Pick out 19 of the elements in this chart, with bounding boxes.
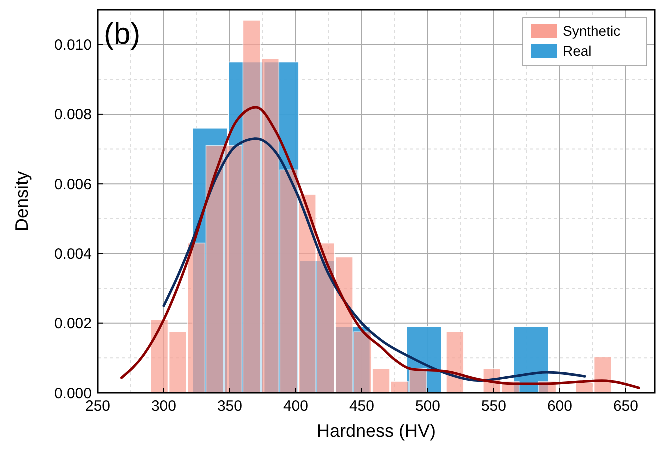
y-tick-label: 0.002 — [54, 316, 92, 333]
y-axis-title: Density — [12, 171, 32, 232]
legend-label: Real — [563, 42, 592, 59]
legend-label: Synthetic — [563, 22, 621, 39]
x-tick-label: 450 — [349, 398, 374, 415]
y-tick-label: 0.006 — [54, 176, 92, 194]
x-tick-label: 500 — [415, 398, 440, 415]
y-tick-label: 0.004 — [54, 246, 92, 263]
y-tick-label: 0.008 — [54, 106, 92, 124]
x-tick-label: 350 — [217, 398, 243, 415]
x-tick-label: 400 — [283, 398, 308, 415]
x-tick-label: 600 — [547, 398, 572, 415]
x-tick-label: 650 — [613, 398, 638, 415]
x-axis-title: Hardness (HV) — [316, 421, 436, 441]
annotation: (b) — [104, 18, 141, 51]
x-tick-label: 550 — [481, 398, 506, 415]
x-tick-label: 300 — [151, 398, 177, 415]
y-tick-label: 0.010 — [54, 37, 92, 54]
x-tick-label: 250 — [85, 398, 111, 415]
